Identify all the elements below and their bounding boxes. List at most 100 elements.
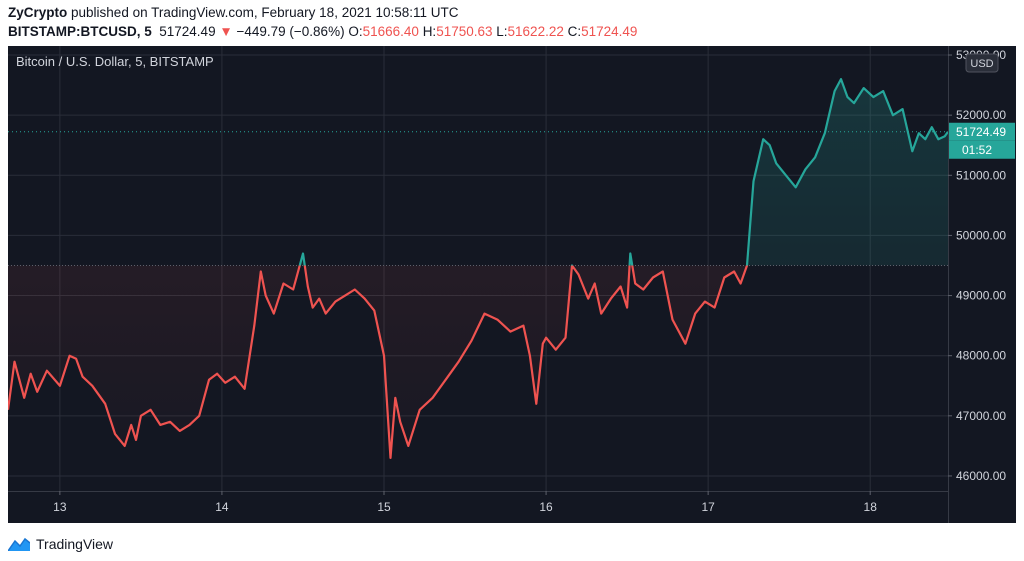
area-above-baseline <box>8 79 948 266</box>
data-point <box>265 295 267 297</box>
data-point <box>620 286 622 288</box>
footer: TradingView <box>8 533 113 555</box>
data-point <box>746 265 748 267</box>
data-point <box>902 108 904 110</box>
data-point <box>824 132 826 134</box>
data-point <box>208 379 210 381</box>
data-point <box>642 289 644 291</box>
tradingview-brand[interactable]: TradingView <box>36 536 114 552</box>
data-point <box>542 343 544 345</box>
countdown-label: 01:52 <box>962 143 992 157</box>
data-point <box>600 313 602 315</box>
data-point <box>545 337 547 339</box>
tradingview-logo-icon[interactable] <box>8 537 30 551</box>
series-line-up <box>298 78 948 266</box>
data-point <box>694 313 696 315</box>
data-point <box>484 313 486 315</box>
data-point <box>432 397 434 399</box>
data-point <box>629 253 631 255</box>
data-point <box>565 337 567 339</box>
low-label: L: <box>496 24 508 39</box>
data-point <box>104 403 106 405</box>
data-point <box>114 433 116 435</box>
data-point <box>652 277 654 279</box>
data-point <box>795 186 797 188</box>
x-tick-label: 16 <box>539 500 553 514</box>
data-point <box>82 376 84 378</box>
open-label: O: <box>348 24 363 39</box>
data-point <box>419 409 421 411</box>
series-line-down <box>8 265 749 459</box>
close-label: C: <box>567 24 582 39</box>
data-point <box>555 349 557 351</box>
data-point <box>179 430 181 432</box>
publish-info: published on TradingView.com, February 1… <box>71 5 459 20</box>
symbol-label: BITSTAMP:BTCUSD, 5 <box>8 24 152 39</box>
low-value: 51622.22 <box>507 24 564 39</box>
data-point <box>75 358 77 360</box>
price-chart[interactable]: 46000.00 47000.00 48000.00 49000.00 50000.00… <box>8 46 1016 523</box>
currency-label: USD <box>970 58 993 70</box>
data-point <box>373 310 375 312</box>
data-point <box>872 96 874 98</box>
data-point <box>318 298 320 300</box>
quote-line: BITSTAMP:BTCUSD, 5 51724.49 ▼ −449.79 (−… <box>8 23 1016 41</box>
data-point <box>189 424 191 426</box>
data-point <box>140 415 142 417</box>
data-point <box>723 277 725 279</box>
data-point <box>216 373 218 375</box>
data-point <box>30 373 32 375</box>
data-point <box>364 298 366 300</box>
data-point <box>509 331 511 333</box>
data-point <box>918 132 920 134</box>
data-point <box>244 388 246 390</box>
currency-badge <box>965 53 999 73</box>
y-tick-label: 52000.00 <box>956 108 1006 122</box>
data-point <box>863 87 865 89</box>
data-point <box>753 180 755 182</box>
data-point <box>937 138 939 140</box>
data-point <box>775 162 777 164</box>
data-point <box>198 415 200 417</box>
down-arrow-icon: ▼ <box>219 24 233 39</box>
data-point <box>626 307 628 309</box>
data-point <box>840 78 842 80</box>
data-point <box>931 126 933 128</box>
data-point <box>124 445 126 447</box>
data-point <box>334 301 336 303</box>
data-point <box>834 90 836 92</box>
data-point <box>496 319 498 321</box>
data-point <box>714 307 716 309</box>
data-point <box>260 271 262 273</box>
chart-area[interactable]: 46000.00 47000.00 48000.00 49000.00 50000.00… <box>8 46 1016 523</box>
data-point <box>684 343 686 345</box>
data-point <box>634 283 636 285</box>
data-point <box>587 298 589 300</box>
chart-title: Bitcoin / U.S. Dollar, 5, BITSTAMP <box>16 54 214 69</box>
y-tick-label: 49000.00 <box>956 289 1006 303</box>
countdown-tag <box>949 140 1015 159</box>
data-point <box>769 144 771 146</box>
x-tick-label: 13 <box>53 500 67 514</box>
data-point <box>394 397 396 399</box>
data-point <box>733 271 735 273</box>
y-tick-label: 48000.00 <box>956 349 1006 363</box>
data-point <box>36 391 38 393</box>
data-point <box>354 289 356 291</box>
data-point <box>91 385 93 387</box>
data-point <box>804 168 806 170</box>
price-change: −449.79 (−0.86%) <box>236 24 345 39</box>
y-tick-label: 46000.00 <box>956 469 1006 483</box>
high-value: 51750.63 <box>436 24 493 39</box>
data-point <box>853 102 855 104</box>
data-point <box>273 313 275 315</box>
data-point <box>892 114 894 116</box>
data-point <box>704 301 706 303</box>
high-label: H: <box>422 24 437 39</box>
data-point <box>662 271 664 273</box>
publisher-name[interactable]: ZyCrypto <box>8 5 68 20</box>
data-point <box>924 138 926 140</box>
data-point <box>911 150 913 152</box>
data-point <box>150 409 152 411</box>
data-point <box>169 421 171 423</box>
